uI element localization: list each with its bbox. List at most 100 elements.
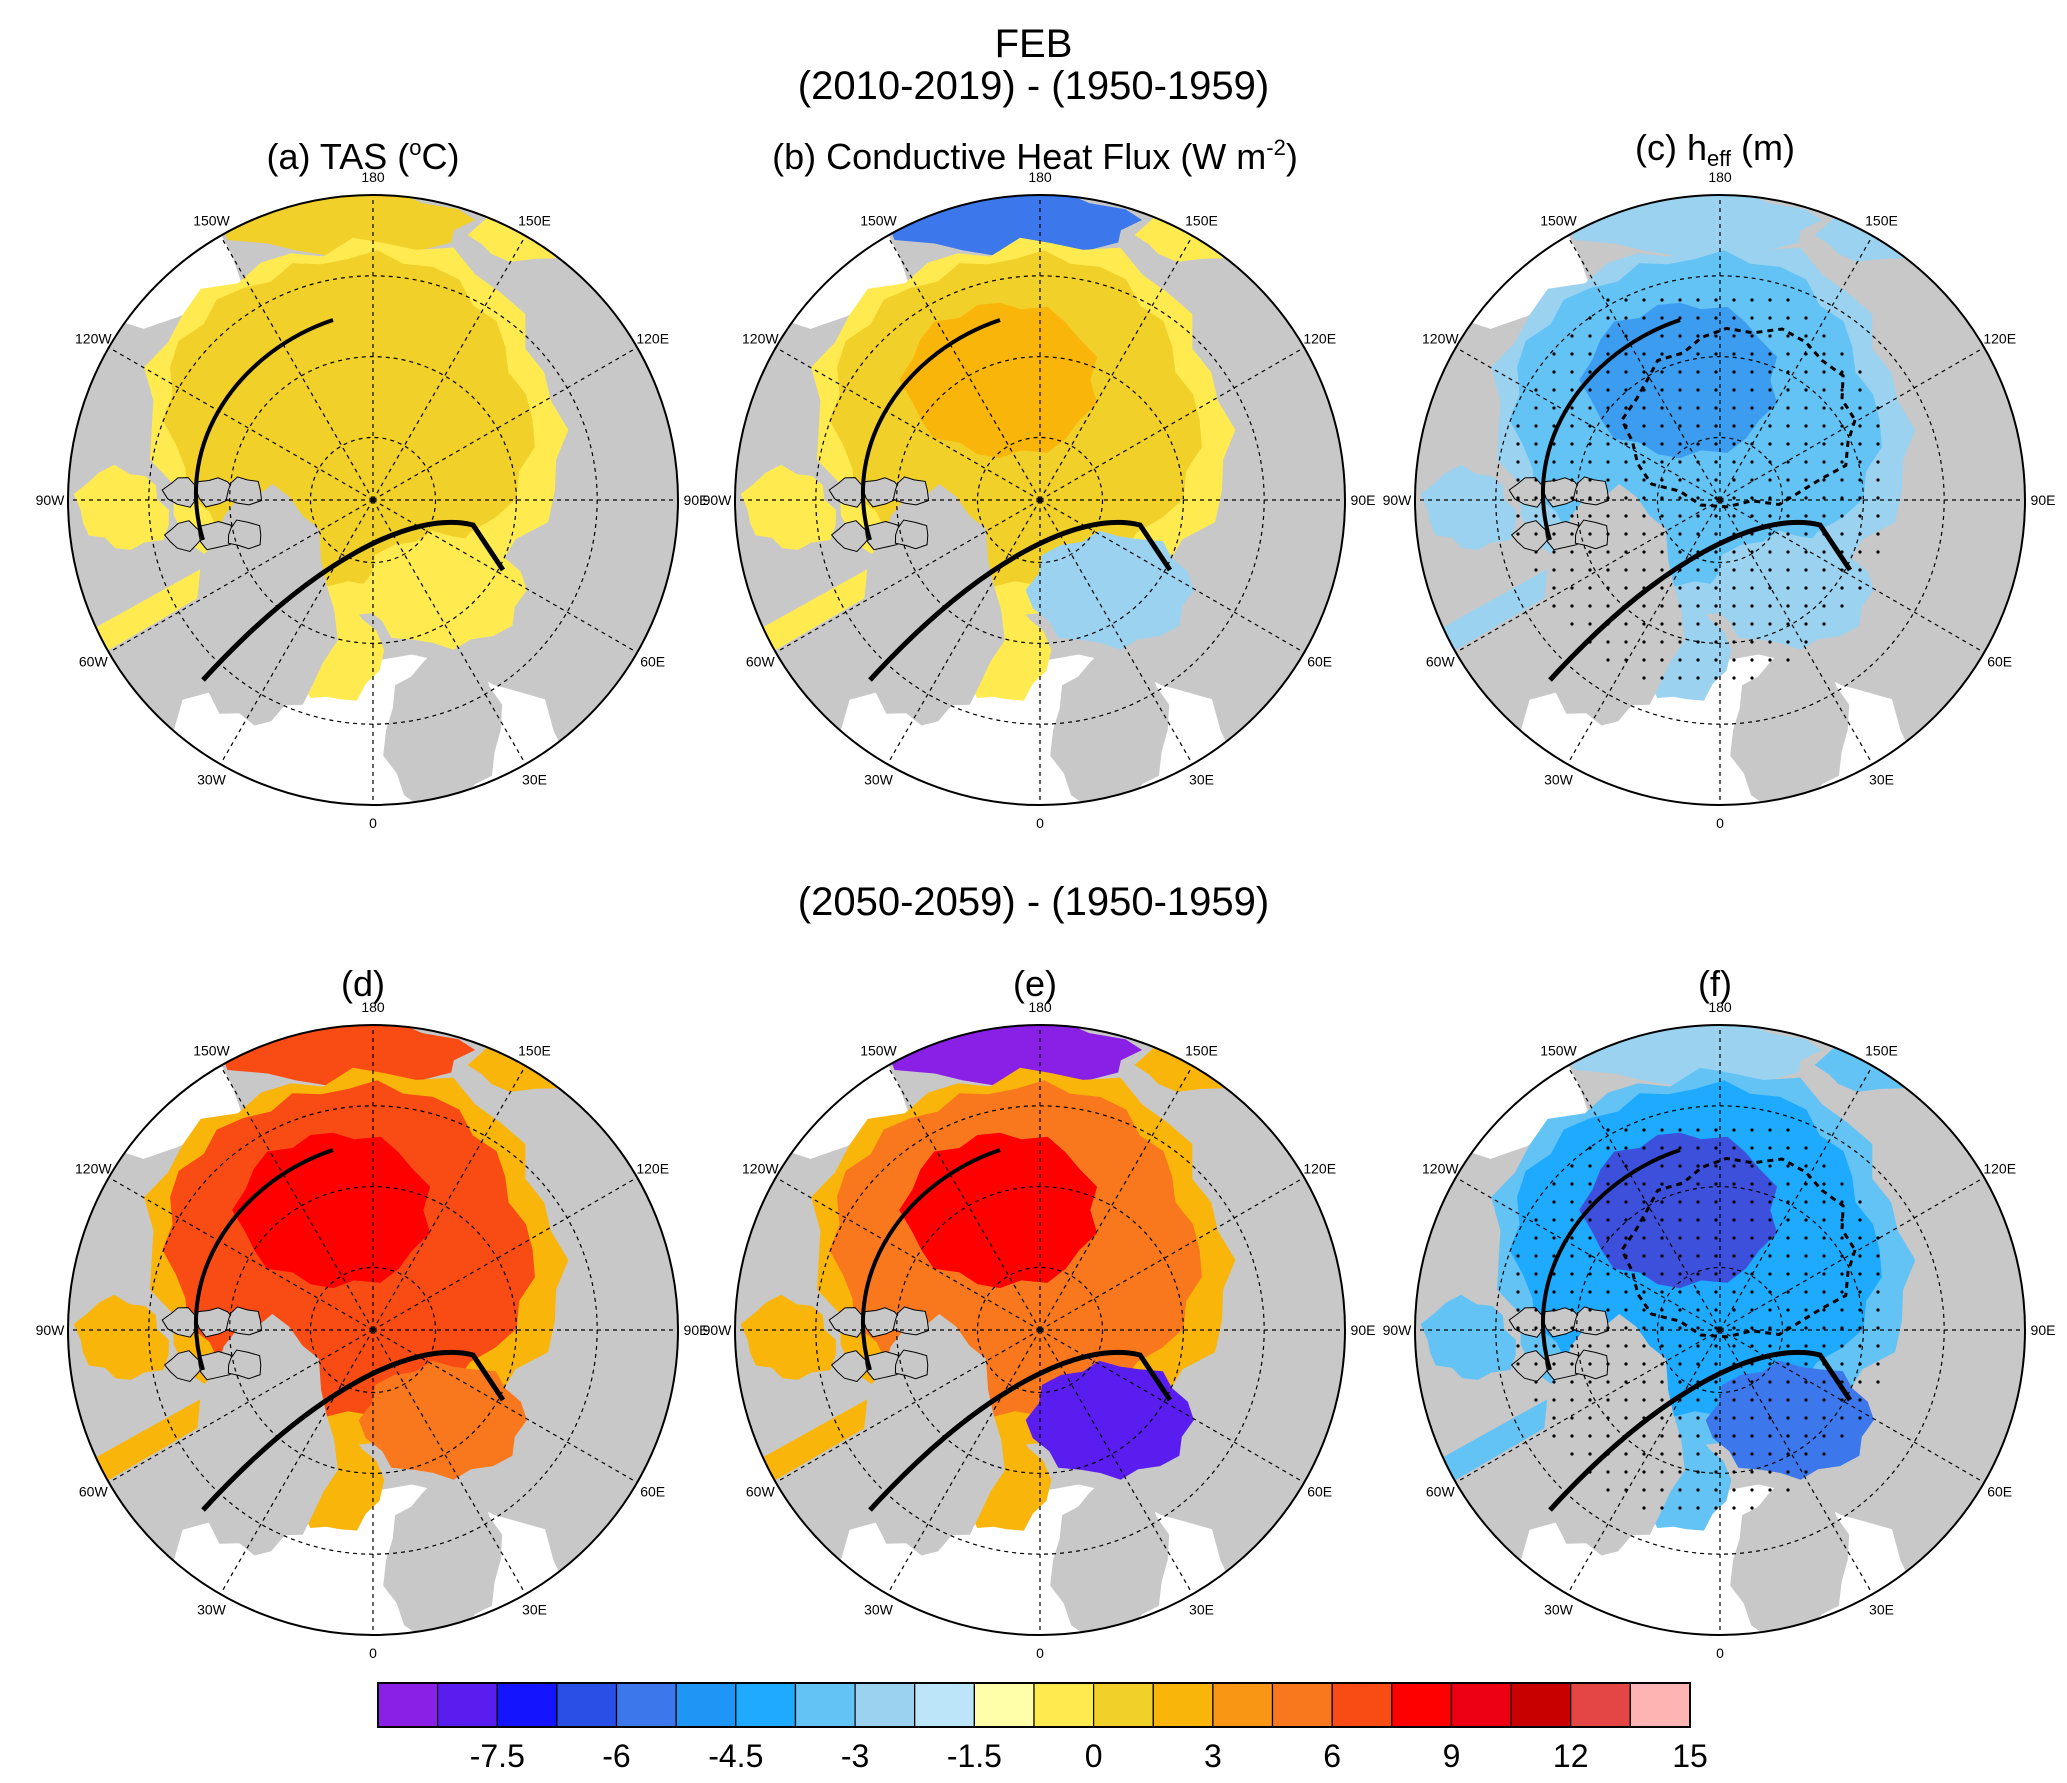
- significance-dot: [1552, 478, 1555, 481]
- significance-dot: [1840, 1308, 1843, 1311]
- longitude-label-150W: 150W: [1540, 1042, 1577, 1058]
- significance-dot: [1714, 640, 1717, 643]
- significance-dot: [1768, 1164, 1771, 1167]
- significance-dot: [1552, 1416, 1555, 1419]
- significance-dot: [1786, 1236, 1789, 1239]
- significance-dot: [1822, 1452, 1825, 1455]
- significance-dot: [1822, 550, 1825, 553]
- longitude-label-120W: 120W: [75, 331, 112, 347]
- significance-dot: [1516, 442, 1519, 445]
- significance-dot: [1624, 1326, 1627, 1329]
- significance-dot: [1732, 1416, 1735, 1419]
- significance-dot: [1678, 424, 1681, 427]
- significance-dot: [1768, 1326, 1771, 1329]
- significance-dot: [1858, 1254, 1861, 1257]
- significance-dot: [1588, 622, 1591, 625]
- significance-dot: [1822, 1344, 1825, 1347]
- longitude-label-120E: 120E: [636, 331, 669, 347]
- colorbar-swatch: [1571, 1683, 1631, 1727]
- significance-dot: [1714, 532, 1717, 535]
- significance-dot: [1696, 1434, 1699, 1437]
- significance-dot: [1804, 1470, 1807, 1473]
- significance-dot: [1768, 1362, 1771, 1365]
- significance-dot: [1588, 478, 1591, 481]
- longitude-label-60E: 60E: [1987, 654, 2012, 670]
- significance-dot: [1750, 1254, 1753, 1257]
- map-panel-e: 180150E120E90E60E30E030W60W90W120W150W: [676, 999, 1376, 1700]
- significance-dot: [1714, 1506, 1717, 1509]
- significance-dot: [1588, 1236, 1591, 1239]
- significance-dot: [1642, 1128, 1645, 1131]
- longitude-label-120E: 120E: [1983, 331, 2016, 347]
- longitude-label-0: 0: [1036, 815, 1044, 831]
- significance-dot: [1840, 1362, 1843, 1365]
- longitude-label-90W: 90W: [36, 492, 66, 508]
- significance-dot: [1768, 658, 1771, 661]
- significance-dot: [1642, 1146, 1645, 1149]
- significance-dot: [1660, 1344, 1663, 1347]
- longitude-label-90E: 90E: [2031, 492, 2056, 508]
- significance-dot: [1768, 352, 1771, 355]
- colorbar-tick-label: -3: [841, 1738, 869, 1774]
- significance-dot: [1678, 1308, 1681, 1311]
- significance-dot: [1552, 1236, 1555, 1239]
- significance-dot: [1624, 298, 1627, 301]
- significance-dot: [1624, 334, 1627, 337]
- significance-dot: [1750, 316, 1753, 319]
- significance-dot: [1552, 532, 1555, 535]
- significance-dot: [1624, 640, 1627, 643]
- significance-dot: [1696, 622, 1699, 625]
- significance-dot: [1714, 388, 1717, 391]
- significance-dot: [1768, 1344, 1771, 1347]
- significance-dot: [1732, 1182, 1735, 1185]
- significance-dot: [1660, 676, 1663, 679]
- longitude-label-30E: 30E: [522, 772, 547, 788]
- significance-dot: [1678, 1290, 1681, 1293]
- longitude-label-150E: 150E: [1185, 212, 1218, 228]
- longitude-label-30W: 30W: [864, 1602, 894, 1618]
- significance-dot: [1732, 1434, 1735, 1437]
- significance-dot: [1876, 1380, 1879, 1383]
- significance-dot: [1660, 370, 1663, 373]
- significance-dot: [1804, 334, 1807, 337]
- significance-dot: [1642, 478, 1645, 481]
- significance-dot: [1696, 658, 1699, 661]
- significance-dot: [1750, 658, 1753, 661]
- significance-dot: [1714, 1488, 1717, 1491]
- significance-dot: [1606, 1128, 1609, 1131]
- significance-dot: [1858, 514, 1861, 517]
- colorbar-swatch: [438, 1683, 498, 1727]
- significance-dot: [1732, 622, 1735, 625]
- colorbar-swatch: [1332, 1683, 1392, 1727]
- significance-dot: [1642, 514, 1645, 517]
- significance-dot: [1786, 1470, 1789, 1473]
- significance-dot: [1660, 1200, 1663, 1203]
- significance-dot: [1732, 586, 1735, 589]
- significance-dot: [1804, 1146, 1807, 1149]
- longitude-label-150E: 150E: [518, 1042, 551, 1058]
- significance-dot: [1804, 1218, 1807, 1221]
- significance-dot: [1768, 514, 1771, 517]
- colorbar-swatch: [557, 1683, 617, 1727]
- significance-dot: [1570, 1272, 1573, 1275]
- colorbar-swatch: [617, 1683, 677, 1727]
- longitude-label-90E: 90E: [1351, 492, 1376, 508]
- map-panel-a: 180150E120E90E60E30E030W60W90W120W150W: [9, 169, 709, 870]
- significance-dot: [1876, 550, 1879, 553]
- significance-dot: [1642, 442, 1645, 445]
- significance-dot: [1588, 1362, 1591, 1365]
- longitude-label-30E: 30E: [1189, 772, 1214, 788]
- significance-dot: [1588, 1308, 1591, 1311]
- significance-dot: [1750, 586, 1753, 589]
- longitude-label-30W: 30W: [864, 772, 894, 788]
- colorbar-swatch: [378, 1683, 438, 1727]
- significance-dot: [1732, 370, 1735, 373]
- significance-dot: [1552, 388, 1555, 391]
- significance-dot: [1606, 370, 1609, 373]
- significance-dot: [1606, 1146, 1609, 1149]
- significance-dot: [1732, 1254, 1735, 1257]
- significance-dot: [1606, 1344, 1609, 1347]
- significance-dot: [1750, 1218, 1753, 1221]
- significance-dot: [1750, 1146, 1753, 1149]
- significance-dot: [1660, 604, 1663, 607]
